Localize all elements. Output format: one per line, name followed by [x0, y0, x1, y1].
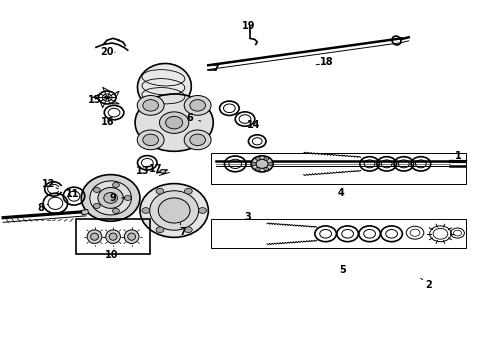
Ellipse shape — [138, 63, 191, 110]
Circle shape — [264, 167, 269, 171]
Ellipse shape — [184, 130, 211, 150]
Text: 12: 12 — [42, 179, 55, 189]
Circle shape — [156, 188, 164, 194]
Ellipse shape — [158, 198, 190, 223]
Ellipse shape — [140, 184, 208, 237]
Ellipse shape — [98, 188, 123, 208]
Ellipse shape — [104, 193, 118, 203]
Text: 19: 19 — [242, 21, 256, 31]
Ellipse shape — [128, 233, 136, 240]
Text: 7: 7 — [179, 227, 186, 237]
Text: 20: 20 — [100, 46, 114, 57]
Ellipse shape — [143, 134, 158, 145]
Ellipse shape — [137, 95, 164, 115]
Text: 6: 6 — [186, 113, 193, 123]
Ellipse shape — [109, 233, 117, 240]
Ellipse shape — [81, 175, 140, 221]
Circle shape — [156, 227, 164, 233]
Text: 13: 13 — [136, 166, 149, 176]
Circle shape — [94, 203, 100, 208]
Text: 17: 17 — [149, 164, 163, 174]
Circle shape — [255, 157, 260, 160]
Text: 5: 5 — [340, 265, 346, 275]
Ellipse shape — [87, 230, 102, 243]
Text: 18: 18 — [320, 57, 334, 67]
Text: 2: 2 — [425, 280, 432, 290]
Circle shape — [255, 167, 260, 171]
Circle shape — [268, 162, 273, 166]
Circle shape — [198, 208, 206, 213]
Ellipse shape — [166, 116, 183, 129]
Ellipse shape — [91, 233, 98, 240]
Ellipse shape — [256, 159, 268, 168]
Text: 10: 10 — [105, 250, 119, 260]
Circle shape — [251, 162, 256, 166]
Ellipse shape — [124, 230, 139, 243]
Text: 16: 16 — [100, 117, 114, 127]
Text: 8: 8 — [37, 203, 44, 213]
Ellipse shape — [150, 191, 198, 230]
Ellipse shape — [106, 230, 121, 243]
Text: 3: 3 — [244, 212, 251, 221]
Ellipse shape — [190, 100, 205, 111]
Ellipse shape — [251, 156, 273, 172]
Ellipse shape — [143, 100, 158, 111]
Text: 1: 1 — [455, 150, 462, 161]
Text: 11: 11 — [66, 189, 80, 199]
Bar — [76, 220, 150, 253]
Ellipse shape — [190, 134, 205, 145]
Ellipse shape — [159, 112, 189, 134]
Circle shape — [113, 208, 120, 213]
Ellipse shape — [160, 170, 166, 173]
Text: 4: 4 — [338, 188, 344, 198]
Circle shape — [264, 157, 269, 160]
Text: 9: 9 — [110, 193, 117, 203]
Circle shape — [142, 208, 150, 213]
Ellipse shape — [184, 95, 211, 115]
Circle shape — [184, 227, 192, 233]
Circle shape — [113, 183, 120, 188]
Circle shape — [184, 188, 192, 194]
Ellipse shape — [137, 130, 164, 150]
Text: 14: 14 — [247, 121, 261, 130]
Circle shape — [94, 188, 100, 193]
Circle shape — [124, 195, 131, 201]
Ellipse shape — [90, 181, 131, 215]
Text: 15: 15 — [88, 95, 101, 105]
Polygon shape — [81, 210, 89, 215]
Ellipse shape — [135, 94, 213, 151]
